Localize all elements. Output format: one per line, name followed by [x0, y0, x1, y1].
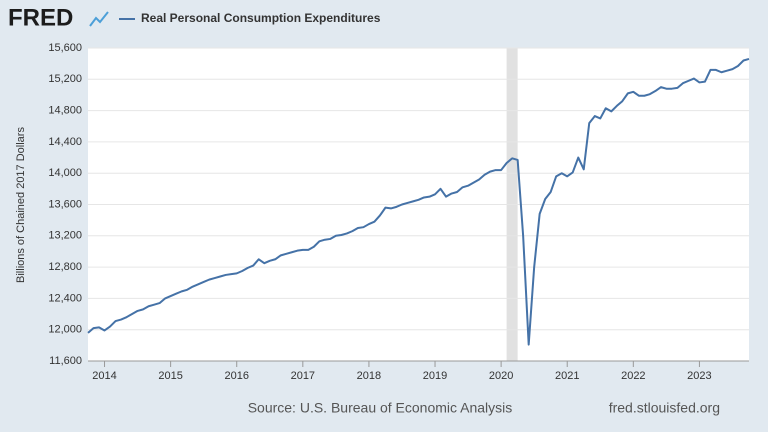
- legend-label: Real Personal Consumption Expenditures: [141, 11, 381, 25]
- y-tick-label: 14,400: [48, 136, 82, 148]
- y-tick-label: 15,600: [48, 42, 82, 54]
- x-tick-label: 2019: [423, 370, 447, 382]
- x-tick-label: 2021: [555, 370, 579, 382]
- site: fred.stlouisfed.org: [609, 400, 720, 416]
- y-tick-label: 14,800: [48, 105, 82, 117]
- y-tick-label: 12,000: [48, 324, 82, 336]
- source: Source: U.S. Bureau of Economic Analysis: [248, 400, 513, 416]
- x-tick-label: 2022: [621, 370, 645, 382]
- y-tick-label: 13,600: [48, 198, 82, 210]
- y-tick-label: 13,200: [48, 230, 82, 242]
- x-tick-label: 2017: [291, 370, 315, 382]
- y-tick-label: 12,800: [48, 261, 82, 273]
- x-tick-label: 2014: [92, 370, 116, 382]
- y-tick-label: 15,200: [48, 73, 82, 85]
- logo-icon: [89, 11, 109, 27]
- y-tick-label: 11,600: [49, 355, 82, 367]
- x-tick-label: 2020: [489, 370, 513, 382]
- y-axis-label: Billions of Chained 2017 Dollars: [15, 127, 27, 283]
- y-tick-label: 14,000: [48, 167, 82, 179]
- y-tick-label: 12,400: [48, 292, 82, 304]
- x-tick-label: 2016: [224, 370, 248, 382]
- x-tick-label: 2018: [357, 370, 381, 382]
- x-tick-label: 2015: [158, 370, 182, 382]
- x-tick-label: 2023: [687, 370, 711, 382]
- logo: FRED: [8, 4, 73, 31]
- series-line: [87, 57, 750, 346]
